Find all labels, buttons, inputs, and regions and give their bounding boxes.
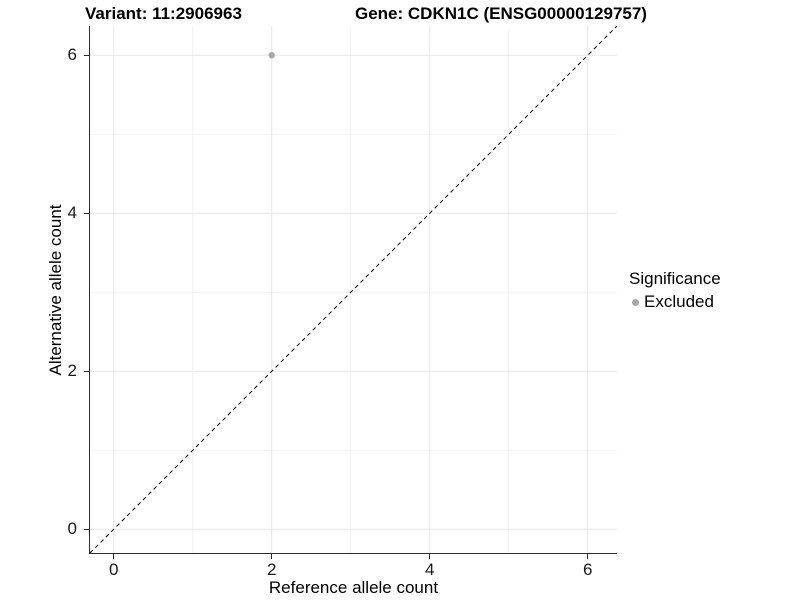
x-tick-label: 6 bbox=[583, 560, 593, 579]
legend-items: Excluded bbox=[629, 292, 721, 312]
y-axis-ticks: 0 2 4 6 bbox=[0, 26, 90, 554]
legend-point-icon bbox=[632, 298, 639, 306]
identity-dashed-line bbox=[90, 26, 617, 553]
legend-item-label: Excluded bbox=[644, 292, 714, 311]
data-point bbox=[268, 52, 275, 59]
x-tick-label: 2 bbox=[266, 560, 277, 579]
variant-title: Variant: 11:2906963 bbox=[85, 4, 242, 23]
x-tick-label: 0 bbox=[108, 560, 119, 579]
y-tick-label: 0 bbox=[67, 519, 77, 539]
y-tick-label: 6 bbox=[67, 45, 77, 65]
plot-canvas bbox=[90, 26, 617, 553]
y-tick-mark bbox=[84, 528, 89, 530]
legend-item: Excluded bbox=[629, 292, 721, 312]
x-tick-mark bbox=[113, 554, 115, 559]
y-tick-mark bbox=[84, 54, 89, 56]
x-tick-label: 4 bbox=[425, 560, 435, 579]
x-tick-mark bbox=[429, 554, 431, 559]
y-tick-mark bbox=[84, 212, 89, 214]
y-tick-mark bbox=[84, 370, 89, 372]
x-axis-label: Reference allele count bbox=[268, 578, 439, 597]
x-tick-mark bbox=[587, 554, 589, 559]
y-tick-label: 4 bbox=[67, 203, 77, 223]
x-tick-mark bbox=[271, 554, 273, 559]
legend-title: Significance bbox=[629, 269, 721, 288]
x-axis-ticks: 0 2 4 6 bbox=[90, 554, 617, 580]
gene-title: Gene: CDKN1C (ENSG00000129757) bbox=[355, 4, 647, 23]
legend: Significance Excluded bbox=[629, 269, 721, 312]
plot-panel bbox=[89, 26, 617, 554]
y-tick-label: 2 bbox=[67, 361, 77, 381]
